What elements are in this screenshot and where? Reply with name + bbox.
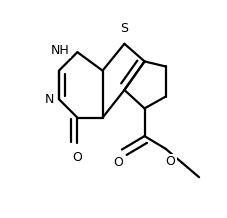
Text: O: O <box>72 151 82 164</box>
Text: O: O <box>113 156 123 169</box>
Text: NH: NH <box>51 44 69 57</box>
Text: O: O <box>165 155 175 169</box>
Text: S: S <box>120 22 128 34</box>
Text: N: N <box>44 93 54 106</box>
